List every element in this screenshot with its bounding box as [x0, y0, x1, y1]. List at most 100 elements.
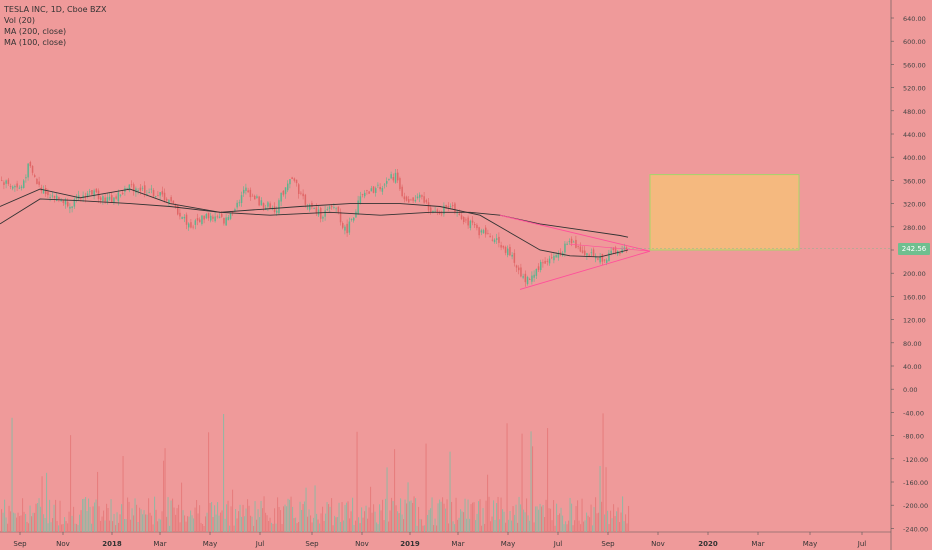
legend-ma200[interactable]: MA (200, close)	[4, 27, 67, 36]
volume-bar	[392, 501, 394, 532]
candle-body	[326, 209, 329, 210]
candle-body	[181, 217, 183, 219]
ma100-line[interactable]	[0, 188, 629, 258]
candle-body	[16, 183, 18, 188]
candle-body	[392, 177, 395, 181]
candle-body	[375, 188, 377, 193]
candle-body	[251, 195, 254, 197]
volume-bar	[428, 509, 430, 532]
candle-body	[324, 210, 326, 217]
volume-bar	[380, 510, 382, 532]
volume-bar	[1, 509, 3, 532]
volume-bar	[509, 511, 511, 532]
volume-bar	[271, 522, 273, 532]
volume-bar	[32, 512, 34, 532]
volume-bar	[8, 505, 10, 532]
volume-bar	[479, 499, 481, 532]
candle-body	[58, 197, 60, 200]
volume-bar	[560, 507, 562, 532]
volume-bar	[137, 522, 139, 532]
volume-bar	[365, 505, 367, 532]
volume-bar	[581, 498, 583, 532]
volume-bar	[569, 497, 571, 532]
candle-body	[529, 279, 531, 280]
volume-bar	[541, 506, 543, 532]
candle-body	[152, 190, 155, 197]
volume-bar	[458, 517, 460, 532]
volume-bar	[334, 515, 336, 532]
price-tick-label: -40.00	[903, 409, 924, 417]
volume-bar	[287, 498, 289, 532]
volume-bar	[478, 501, 480, 532]
volume-bar	[359, 523, 361, 532]
volume-bar	[175, 514, 177, 532]
volume-bar	[224, 518, 226, 532]
volume-bar	[356, 431, 358, 532]
volume-bar	[25, 513, 27, 532]
volume-bar	[247, 499, 249, 532]
volume-bar	[625, 514, 627, 532]
candle-body	[544, 260, 546, 264]
candle-body	[95, 188, 98, 193]
volume-bar	[559, 513, 561, 532]
volume-bar	[34, 512, 36, 532]
candle-body	[146, 194, 148, 195]
candle-body	[38, 181, 40, 185]
volume-bar	[388, 521, 390, 532]
volume-bar	[191, 515, 193, 532]
candle-body	[177, 204, 179, 215]
volume-bar	[196, 500, 198, 532]
volume-bar	[14, 513, 16, 532]
price-tick-label: 0.00	[903, 386, 917, 394]
volume-bar	[53, 504, 55, 532]
legend-volume[interactable]: Vol (20)	[4, 16, 35, 25]
volume-bar	[110, 499, 112, 532]
volume-bar	[263, 496, 265, 532]
candle-body	[408, 199, 410, 203]
triangle-upper-trendline[interactable]	[499, 214, 651, 252]
volume-bar	[626, 523, 628, 532]
candle-body	[225, 217, 227, 226]
volume-bar	[220, 512, 222, 532]
volume-bar	[68, 511, 70, 532]
candle-body	[370, 188, 373, 192]
volume-bar	[125, 519, 127, 532]
volume-bar	[266, 515, 268, 532]
volume-bar	[590, 504, 592, 532]
candle-body	[366, 190, 368, 191]
target-zone-rectangle[interactable]	[649, 174, 800, 251]
candle-body	[216, 216, 219, 218]
volume-bar	[154, 496, 156, 532]
volume-bar	[103, 510, 105, 532]
candle-body	[25, 177, 27, 179]
legend-symbol[interactable]: TESLA INC, 1D, Cboe BZX	[4, 5, 107, 14]
volume-bar	[596, 513, 598, 532]
candle-body	[128, 184, 131, 191]
volume-bar	[79, 514, 81, 532]
volume-bar	[457, 519, 459, 532]
volume-bar	[514, 514, 516, 532]
triangle-lower-trendline[interactable]	[519, 250, 651, 290]
volume-bar	[482, 508, 484, 532]
candle-body	[256, 196, 258, 198]
candle-body	[295, 179, 298, 184]
volume-bar	[83, 498, 85, 532]
price-tick-label: -120.00	[903, 456, 928, 464]
candle-body	[485, 227, 487, 235]
ma200-line[interactable]	[0, 198, 629, 238]
candle-body	[568, 241, 571, 243]
candle-body	[122, 193, 124, 195]
candle-body	[291, 177, 293, 180]
volume-bar	[179, 522, 181, 532]
volume-bar	[425, 443, 427, 532]
volume-bar	[160, 519, 162, 532]
triangle-mid-trendline[interactable]	[569, 243, 651, 252]
volume-bar	[299, 501, 301, 532]
volume-bar	[205, 516, 207, 532]
volume-bar	[52, 518, 54, 532]
volume-bar	[422, 525, 424, 532]
volume-bar	[589, 517, 591, 532]
volume-bar	[230, 506, 232, 532]
legend-ma100[interactable]: MA (100, close)	[4, 38, 67, 47]
